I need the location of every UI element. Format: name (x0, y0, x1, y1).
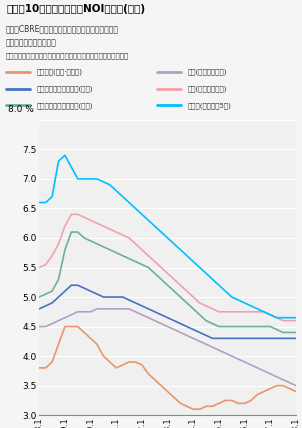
Text: ［図表10］物件タイプ別NOI利回り(東京): ［図表10］物件タイプ別NOI利回り(東京) (6, 3, 145, 14)
Text: オフィス(東京·大手町): オフィス(東京·大手町) (36, 68, 82, 75)
Text: ニッセイ基礎研究所作成: ニッセイ基礎研究所作成 (6, 39, 57, 48)
Text: ファミリーマンション(東京): ファミリーマンション(東京) (36, 102, 93, 109)
Text: 注：発表された上下レンジの中央値を使用、ホテルは運営委託型: 注：発表された上下レンジの中央値を使用、ホテルは運営委託型 (6, 53, 129, 59)
Text: 出所：CBRE「クウォータリーサーベイ」をもとに: 出所：CBRE「クウォータリーサーベイ」をもとに (6, 24, 119, 33)
Text: 物流(首都圏湾岸部): 物流(首都圏湾岸部) (187, 85, 227, 92)
Text: ホテル(東京主要5区): ホテル(東京主要5区) (187, 102, 231, 109)
Text: 商業(銀座中央通り): 商業(銀座中央通り) (187, 68, 227, 75)
Text: 8.0 %: 8.0 % (8, 105, 34, 114)
Text: ワンルームマンション(東京): ワンルームマンション(東京) (36, 85, 93, 92)
